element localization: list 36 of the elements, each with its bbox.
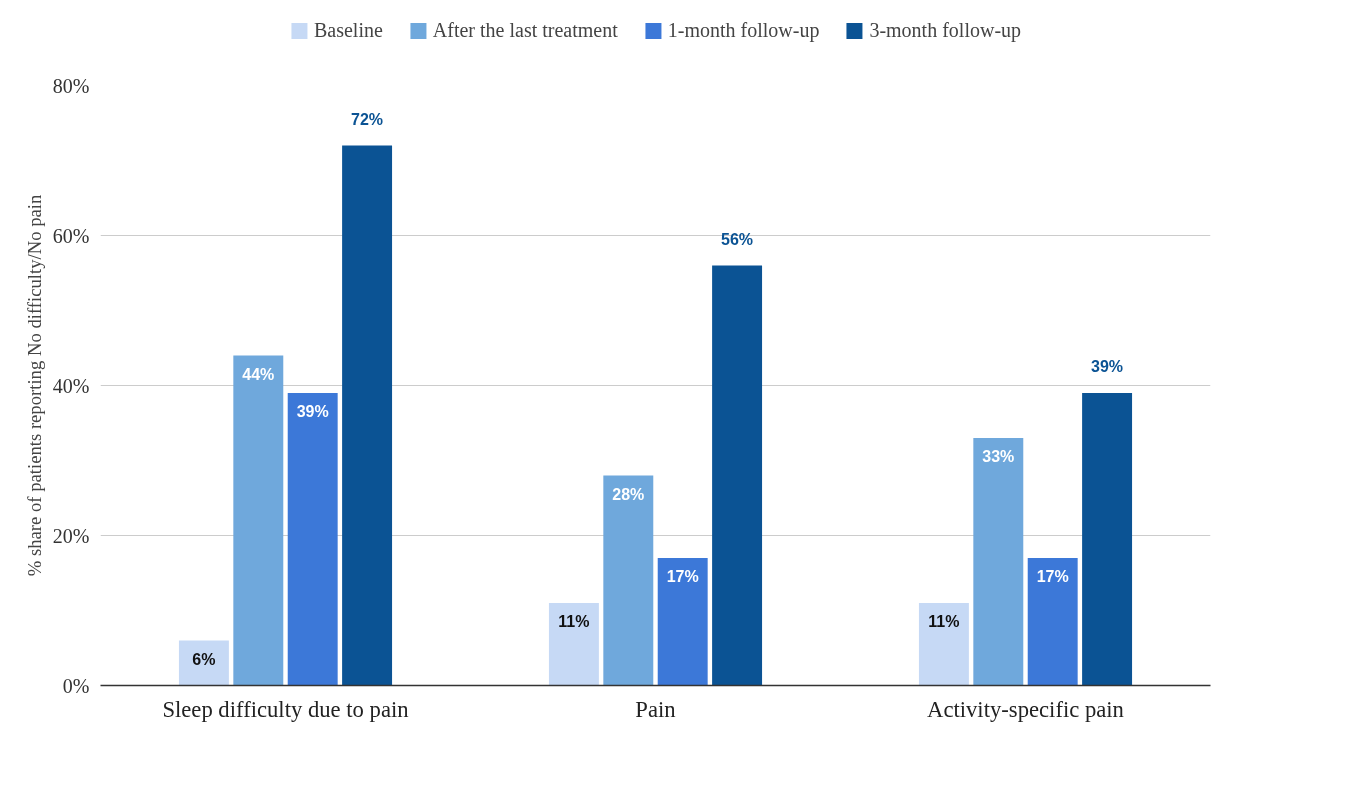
y-axis-title: % share of patients reporting No difficulty/No pain xyxy=(23,194,45,577)
bar xyxy=(233,355,284,686)
data-label: 39% xyxy=(1091,358,1124,375)
y-tick-label: 20% xyxy=(52,524,90,547)
x-tick-label: Activity-specific pain xyxy=(927,696,1124,722)
data-label: 28% xyxy=(612,485,645,503)
bar xyxy=(973,438,1024,686)
y-tick-label: 60% xyxy=(52,224,90,247)
legend-label: 1-month follow-up xyxy=(667,18,820,42)
bar xyxy=(712,265,763,686)
bar xyxy=(287,393,338,686)
legend-label: After the last treatment xyxy=(432,18,618,42)
data-label: 39% xyxy=(296,403,329,420)
data-label: 72% xyxy=(351,110,384,128)
x-tick-label: Sleep difficulty due to pain xyxy=(162,696,409,722)
data-label: 11% xyxy=(928,613,960,630)
bar xyxy=(548,603,599,686)
bar xyxy=(657,558,708,686)
bar xyxy=(342,145,393,686)
data-label: 11% xyxy=(558,613,590,630)
x-tick-label: Pain xyxy=(635,696,676,722)
bar xyxy=(1027,558,1078,686)
data-label: 33% xyxy=(982,448,1015,465)
bar xyxy=(1082,393,1133,686)
data-label: 44% xyxy=(242,365,275,383)
data-label: 17% xyxy=(1036,568,1069,585)
y-tick-label: 0% xyxy=(62,674,90,697)
y-tick-label: 80% xyxy=(52,74,90,97)
bar xyxy=(603,475,654,686)
y-tick-label: 40% xyxy=(52,374,90,397)
data-label: 17% xyxy=(666,568,699,585)
data-label: 6% xyxy=(192,650,216,668)
legend-label: 3-month follow-up xyxy=(869,18,1022,42)
data-label: 56% xyxy=(721,230,754,248)
legend-label: Baseline xyxy=(313,18,383,42)
bar xyxy=(918,603,969,686)
